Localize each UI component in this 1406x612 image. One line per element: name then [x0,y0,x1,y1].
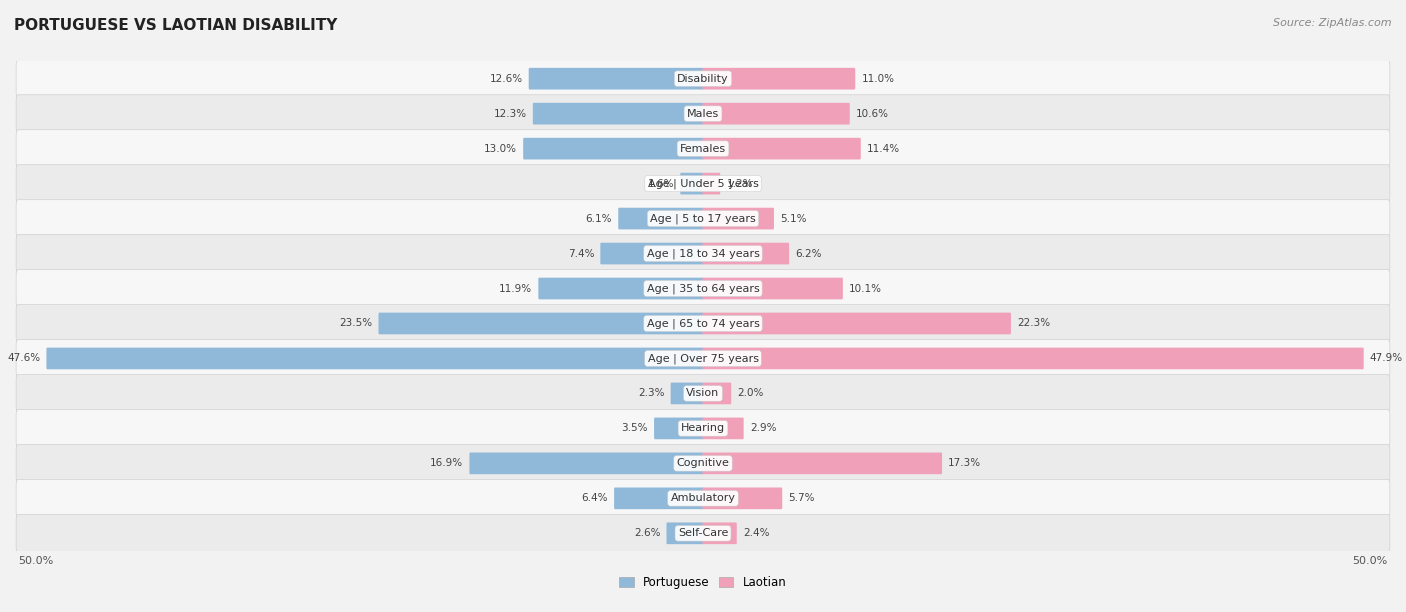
Text: 10.6%: 10.6% [856,109,889,119]
Text: 2.9%: 2.9% [749,424,776,433]
FancyBboxPatch shape [15,515,1391,552]
Text: Females: Females [681,144,725,154]
FancyBboxPatch shape [703,488,782,509]
FancyBboxPatch shape [533,103,703,124]
Text: 2.6%: 2.6% [634,528,661,539]
Text: 11.4%: 11.4% [868,144,900,154]
Text: Males: Males [688,109,718,119]
FancyBboxPatch shape [15,234,1391,272]
FancyBboxPatch shape [378,313,703,334]
FancyBboxPatch shape [470,452,703,474]
FancyBboxPatch shape [15,409,1391,447]
Text: 6.4%: 6.4% [582,493,607,503]
Text: 50.0%: 50.0% [1353,556,1388,566]
Text: Self-Care: Self-Care [678,528,728,539]
FancyBboxPatch shape [614,488,703,509]
FancyBboxPatch shape [15,270,1391,307]
FancyBboxPatch shape [529,68,703,89]
Text: Vision: Vision [686,389,720,398]
FancyBboxPatch shape [46,348,703,369]
FancyBboxPatch shape [15,165,1391,203]
FancyBboxPatch shape [600,243,703,264]
FancyBboxPatch shape [15,200,1391,237]
Text: 47.9%: 47.9% [1369,354,1403,364]
Text: 3.5%: 3.5% [621,424,648,433]
FancyBboxPatch shape [703,278,842,299]
Text: Age | 5 to 17 years: Age | 5 to 17 years [650,214,756,224]
FancyBboxPatch shape [703,417,744,439]
Text: 13.0%: 13.0% [484,144,517,154]
FancyBboxPatch shape [703,348,1364,369]
FancyBboxPatch shape [703,207,773,230]
Text: 23.5%: 23.5% [339,318,373,329]
Text: 12.6%: 12.6% [489,73,523,84]
Text: 47.6%: 47.6% [7,354,41,364]
Text: Disability: Disability [678,73,728,84]
FancyBboxPatch shape [703,523,737,544]
Text: 1.6%: 1.6% [648,179,673,188]
FancyBboxPatch shape [703,382,731,405]
Text: 7.4%: 7.4% [568,248,595,258]
Text: Age | Over 75 years: Age | Over 75 years [648,353,758,364]
Text: Hearing: Hearing [681,424,725,433]
Text: 50.0%: 50.0% [18,556,53,566]
FancyBboxPatch shape [703,173,720,195]
FancyBboxPatch shape [703,138,860,160]
Text: 2.0%: 2.0% [738,389,763,398]
FancyBboxPatch shape [666,523,703,544]
FancyBboxPatch shape [654,417,703,439]
Text: 2.4%: 2.4% [742,528,769,539]
FancyBboxPatch shape [15,95,1391,133]
Text: Ambulatory: Ambulatory [671,493,735,503]
Text: 6.2%: 6.2% [796,248,823,258]
Text: 10.1%: 10.1% [849,283,882,294]
Text: 5.1%: 5.1% [780,214,807,223]
FancyBboxPatch shape [703,68,855,89]
FancyBboxPatch shape [15,130,1391,168]
FancyBboxPatch shape [703,103,849,124]
Text: 22.3%: 22.3% [1017,318,1050,329]
Legend: Portuguese, Laotian: Portuguese, Laotian [614,572,792,594]
Text: 11.0%: 11.0% [862,73,894,84]
Text: Age | 35 to 64 years: Age | 35 to 64 years [647,283,759,294]
FancyBboxPatch shape [619,207,703,230]
FancyBboxPatch shape [671,382,703,405]
Text: 2.3%: 2.3% [638,389,665,398]
Text: 1.2%: 1.2% [727,179,754,188]
Text: 5.7%: 5.7% [789,493,815,503]
Text: 12.3%: 12.3% [494,109,527,119]
Text: 17.3%: 17.3% [948,458,981,468]
FancyBboxPatch shape [523,138,703,160]
Text: 6.1%: 6.1% [585,214,612,223]
Text: Age | 18 to 34 years: Age | 18 to 34 years [647,248,759,259]
Text: Source: ZipAtlas.com: Source: ZipAtlas.com [1274,18,1392,28]
FancyBboxPatch shape [538,278,703,299]
FancyBboxPatch shape [681,173,703,195]
FancyBboxPatch shape [15,444,1391,482]
Text: PORTUGUESE VS LAOTIAN DISABILITY: PORTUGUESE VS LAOTIAN DISABILITY [14,18,337,34]
FancyBboxPatch shape [15,60,1391,97]
Text: Age | 65 to 74 years: Age | 65 to 74 years [647,318,759,329]
FancyBboxPatch shape [703,452,942,474]
FancyBboxPatch shape [15,375,1391,412]
Text: 16.9%: 16.9% [430,458,463,468]
Text: Cognitive: Cognitive [676,458,730,468]
FancyBboxPatch shape [15,305,1391,342]
FancyBboxPatch shape [15,340,1391,378]
Text: Age | Under 5 years: Age | Under 5 years [648,178,758,189]
Text: 11.9%: 11.9% [499,283,531,294]
FancyBboxPatch shape [703,313,1011,334]
FancyBboxPatch shape [15,479,1391,517]
FancyBboxPatch shape [703,243,789,264]
